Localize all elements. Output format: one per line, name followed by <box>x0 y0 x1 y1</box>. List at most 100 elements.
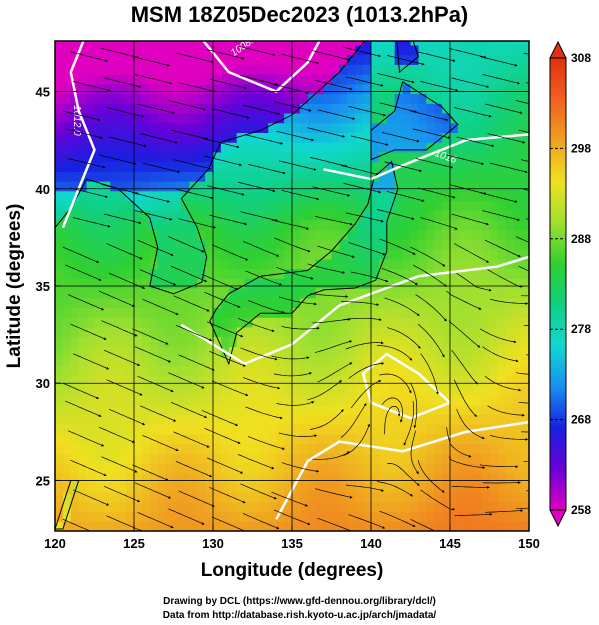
colorbar-tick-label: 308 <box>571 51 591 65</box>
streamline <box>410 518 436 531</box>
streamline <box>453 243 490 263</box>
y-tick-label: 40 <box>36 182 50 197</box>
streamline <box>312 50 351 61</box>
streamline <box>103 349 141 366</box>
streamline <box>240 483 277 500</box>
streamline <box>108 408 146 426</box>
credit-data-source: Data from http://database.rish.kyoto-u.a… <box>162 610 437 621</box>
streamline <box>62 246 100 263</box>
streamline <box>348 362 385 379</box>
streamline <box>312 186 351 197</box>
streamline <box>515 507 529 510</box>
streamline <box>175 461 213 478</box>
streamline <box>420 81 459 92</box>
streamline <box>343 423 371 456</box>
streamline <box>271 491 309 507</box>
streamline <box>446 154 485 165</box>
streamline <box>134 482 172 499</box>
streamline <box>384 405 401 435</box>
streamline <box>309 293 349 298</box>
streamline <box>484 239 521 258</box>
streamline <box>278 432 318 438</box>
streamline <box>410 246 446 267</box>
streamline <box>132 464 169 481</box>
streamline <box>211 516 249 531</box>
streamline <box>345 341 384 350</box>
colorbar-min-arrow <box>549 509 567 528</box>
colorbar-max-arrow <box>549 40 567 59</box>
streamline <box>209 487 246 504</box>
streamline <box>142 298 179 316</box>
colorbar-tick-label: 258 <box>571 503 591 517</box>
streamline <box>168 100 207 111</box>
streamline <box>132 328 169 345</box>
credit-drawing: Drawing by DCL (https://www.gfd-dennou.o… <box>163 596 436 607</box>
streamline <box>451 485 490 489</box>
streamline <box>134 346 172 363</box>
streamline <box>315 216 353 226</box>
streamline <box>98 426 136 443</box>
streamline <box>247 300 286 314</box>
streamline <box>237 317 275 332</box>
streamline <box>70 459 107 477</box>
streamline <box>134 74 173 85</box>
streamline <box>62 110 101 121</box>
streamline <box>170 129 209 141</box>
coastline-0 <box>55 41 366 295</box>
streamline <box>237 45 276 57</box>
streamline <box>376 345 413 361</box>
streamline <box>178 490 215 507</box>
streamline <box>108 136 147 148</box>
streamline <box>384 297 420 317</box>
streamline <box>72 81 111 92</box>
streamline <box>106 243 143 260</box>
x-tick-label: 140 <box>360 536 382 551</box>
streamline <box>173 431 210 448</box>
streamline <box>247 436 285 450</box>
page-title: MSM 18Z05Dec2023 (1013.2hPa) <box>130 2 469 27</box>
streamline <box>448 456 486 469</box>
streamline <box>420 353 439 395</box>
streamline <box>103 485 141 503</box>
streamline <box>271 219 309 230</box>
streamline <box>65 264 102 281</box>
streamline <box>173 159 212 170</box>
streamline <box>137 239 174 256</box>
streamline <box>245 270 283 286</box>
streamline <box>209 350 246 367</box>
streamline <box>345 484 385 492</box>
streamline <box>518 401 529 404</box>
streamline <box>348 242 386 256</box>
streamline <box>175 52 214 64</box>
streamline <box>242 104 281 116</box>
streamline <box>348 514 386 529</box>
streamline <box>139 405 177 422</box>
streamline <box>315 79 353 91</box>
streamline <box>240 211 279 222</box>
streamline <box>276 130 315 142</box>
streamline <box>448 320 481 348</box>
streamline <box>137 375 174 393</box>
streamline <box>142 162 181 174</box>
streamline <box>351 135 389 146</box>
streamline <box>137 511 174 529</box>
streamline <box>65 400 102 417</box>
streamline <box>410 383 418 429</box>
streamline <box>62 518 91 531</box>
streamline <box>479 192 518 203</box>
streamline <box>412 264 447 287</box>
streamline <box>317 362 353 383</box>
streamline <box>482 481 521 484</box>
streamline <box>345 212 384 223</box>
streamline <box>70 187 109 198</box>
streamline <box>420 217 458 230</box>
x-axis-ticks: 120 125 130 135 140 145 150 <box>44 525 540 551</box>
streamline <box>132 56 171 67</box>
streamline <box>276 266 314 280</box>
streamline <box>307 127 346 138</box>
streamline <box>67 294 105 311</box>
streamline <box>309 156 348 168</box>
streamline <box>317 109 356 120</box>
streamline <box>379 102 418 113</box>
